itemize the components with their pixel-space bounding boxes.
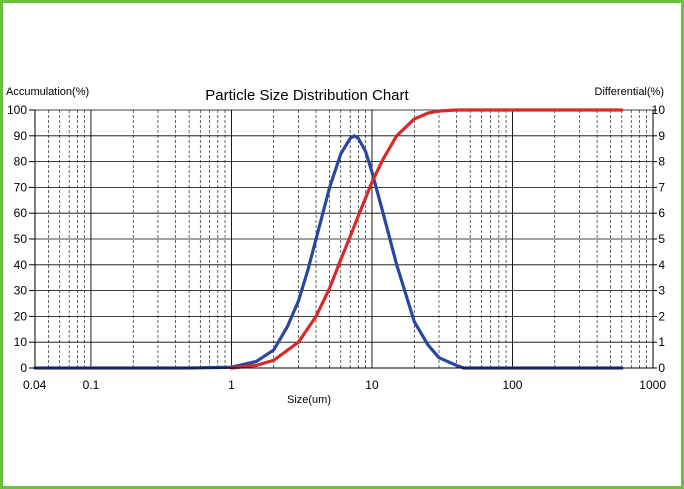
x-tick-label: 1000 [639, 378, 666, 392]
y-right-tick-label: 10 [652, 103, 666, 117]
y-right-tick-label: 0 [658, 361, 665, 375]
y-right-tick-label: 6 [658, 206, 665, 220]
y-right-tick-label: 8 [658, 155, 665, 169]
y-left-tick-label: 50 [14, 232, 28, 246]
y-left-tick-label: 40 [14, 258, 28, 272]
y-left-tick-label: 10 [14, 335, 28, 349]
y-left-tick-label: 20 [14, 309, 28, 323]
y-right-tick-label: 2 [658, 309, 665, 323]
y-right-tick-label: 1 [658, 335, 665, 349]
x-tick-label: 10 [365, 378, 379, 392]
y-right-tick-label: 4 [658, 258, 665, 272]
x-tick-label: 0.1 [83, 378, 100, 392]
x-axis-label: Size(um) [287, 394, 331, 406]
y-right-tick-label: 5 [658, 232, 665, 246]
y-right-tick-label: 9 [658, 129, 665, 143]
x-tick-label: 100 [502, 378, 522, 392]
y-left-tick-label: 80 [14, 155, 28, 169]
y-left-tick-label: 30 [14, 284, 28, 298]
series-lines [33, 108, 624, 370]
y-right-tick-label: 7 [658, 180, 665, 194]
y-left-tick-label: 100 [7, 103, 27, 117]
y-left-tick-label: 90 [14, 129, 28, 143]
left-axis-label: Accumulation(%) [6, 86, 89, 98]
x-tick-label: 0.04 [23, 378, 47, 392]
right-axis-label: Differential(%) [595, 86, 665, 98]
chart-title: Particle Size Distribution Chart [205, 87, 409, 104]
y-right-tick-label: 3 [658, 284, 665, 298]
y-left-tick-label: 0 [20, 361, 27, 375]
accumulation-series-line [229, 108, 624, 370]
grid-lines [34, 109, 654, 369]
x-tick-label: 1 [228, 378, 235, 392]
y-left-tick-label: 70 [14, 180, 28, 194]
differential-series-line [33, 134, 624, 370]
y-left-tick-label: 60 [14, 206, 28, 220]
